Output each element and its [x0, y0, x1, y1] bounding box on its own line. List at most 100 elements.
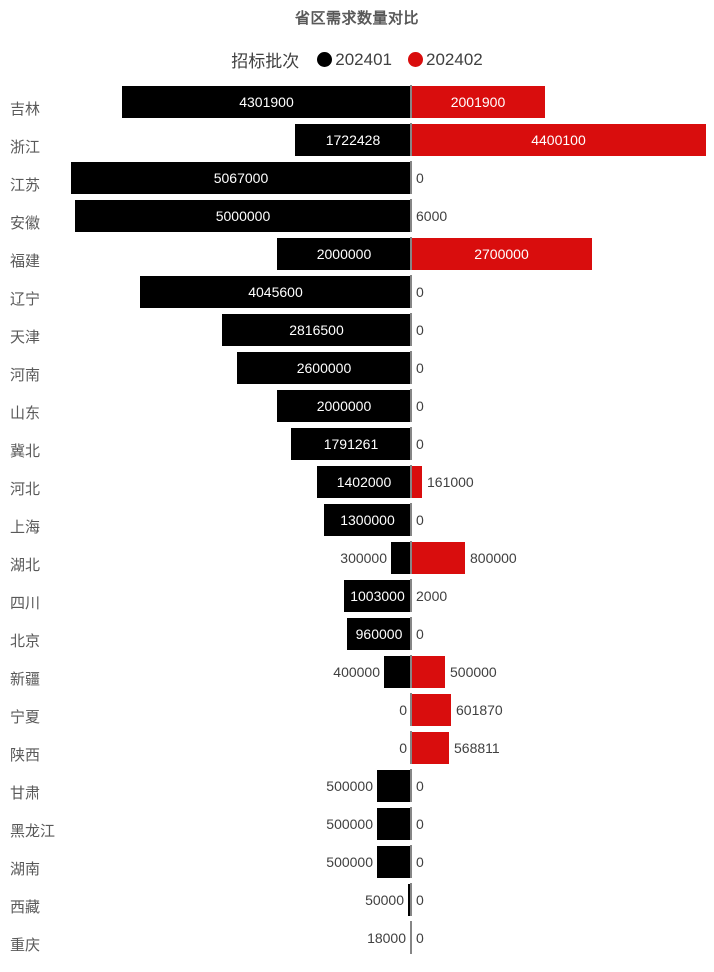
bar-202401[interactable] — [295, 124, 411, 156]
chart-row: 重庆 18000 0 — [0, 921, 714, 960]
axis-center-line — [410, 579, 412, 612]
bar-value-202401: 50000 — [365, 892, 404, 908]
bar-202401[interactable] — [384, 656, 411, 688]
bar-202402[interactable] — [411, 124, 706, 156]
bar-202401[interactable] — [222, 314, 411, 346]
bar-value-202402: 0 — [416, 436, 424, 452]
bar-202401[interactable] — [71, 162, 411, 194]
bar-value-202402: 601870 — [456, 702, 503, 718]
row-bars: 0 601870 — [0, 693, 714, 726]
bar-value-202402: 0 — [416, 854, 424, 870]
category-label: 辽宁 — [10, 291, 41, 308]
category-label: 湖南 — [10, 861, 41, 878]
axis-center-line — [410, 389, 412, 422]
axis-center-line — [410, 313, 412, 346]
chart-row: 河南 2600000 0 — [0, 351, 714, 390]
category-label: 黑龙江 — [10, 823, 56, 840]
category-label: 湖北 — [10, 557, 41, 574]
bar-202401[interactable] — [324, 504, 411, 536]
category-label: 上海 — [10, 519, 41, 536]
bar-value-202402: 6000 — [416, 208, 448, 224]
bar-202402[interactable] — [411, 656, 445, 688]
bar-value-202401: 400000 — [333, 664, 380, 680]
chart-row: 西藏 50000 0 — [0, 883, 714, 922]
bar-202401[interactable] — [122, 86, 411, 118]
axis-center-line — [410, 693, 412, 726]
category-label: 河北 — [10, 481, 41, 498]
chart-row: 北京 960000 0 — [0, 617, 714, 656]
chart-row: 浙江 1722428 4400100 — [0, 123, 714, 162]
bar-202401[interactable] — [317, 466, 411, 498]
row-bars: 5067000 0 — [0, 161, 714, 194]
axis-center-line — [410, 845, 412, 878]
bar-202402[interactable] — [411, 238, 592, 270]
axis-center-line — [410, 427, 412, 460]
row-bars: 960000 0 — [0, 617, 714, 650]
row-bars: 2000000 2700000 — [0, 237, 714, 270]
row-bars: 400000 500000 — [0, 655, 714, 688]
bar-202401[interactable] — [377, 846, 411, 878]
bar-value-202402: 0 — [416, 512, 424, 528]
bar-202401[interactable] — [75, 200, 411, 232]
bar-202402[interactable] — [411, 694, 451, 726]
category-label: 新疆 — [10, 671, 41, 688]
bar-202402[interactable] — [411, 732, 449, 764]
row-bars: 500000 0 — [0, 807, 714, 840]
bar-202401[interactable] — [344, 580, 411, 612]
bar-value-202402: 0 — [416, 892, 424, 908]
chart-row: 湖北 300000 800000 — [0, 541, 714, 580]
category-label: 山东 — [10, 405, 41, 422]
row-bars: 1300000 0 — [0, 503, 714, 536]
axis-center-line — [410, 617, 412, 650]
axis-center-line — [410, 503, 412, 536]
bar-value-202401: 18000 — [367, 930, 406, 946]
legend-item-202401[interactable]: 202401 — [317, 50, 392, 70]
chart-row: 甘肃 500000 0 — [0, 769, 714, 808]
chart-row: 陕西 0 568811 — [0, 731, 714, 770]
axis-center-line — [410, 807, 412, 840]
chart-row: 山东 2000000 0 — [0, 389, 714, 428]
chart-row: 河北 1402000 161000 — [0, 465, 714, 504]
bar-202401[interactable] — [140, 276, 411, 308]
bar-value-202402: 0 — [416, 930, 424, 946]
bar-202401[interactable] — [347, 618, 411, 650]
legend-item-202402[interactable]: 202402 — [408, 50, 483, 70]
chart-title: 省区需求数量对比 — [294, 10, 419, 27]
bar-202402[interactable] — [411, 86, 545, 118]
bar-202401[interactable] — [377, 770, 411, 802]
axis-center-line — [410, 769, 412, 802]
bar-202401[interactable] — [391, 542, 411, 574]
bar-value-202401: 500000 — [326, 854, 373, 870]
category-label: 浙江 — [10, 139, 41, 156]
bar-202401[interactable] — [377, 808, 411, 840]
category-label: 宁夏 — [10, 709, 41, 726]
row-bars: 500000 0 — [0, 845, 714, 878]
chart-legend: 招标批次 202401 202402 — [0, 47, 714, 72]
bar-value-202402: 161000 — [427, 474, 474, 490]
axis-center-line — [410, 351, 412, 384]
row-bars: 4301900 2001900 — [0, 85, 714, 118]
bar-value-202402: 0 — [416, 778, 424, 794]
chart-row: 上海 1300000 0 — [0, 503, 714, 542]
row-bars: 1722428 4400100 — [0, 123, 714, 156]
bar-202402[interactable] — [411, 542, 465, 574]
bar-202401[interactable] — [277, 390, 411, 422]
bar-202401[interactable] — [291, 428, 411, 460]
row-bars: 2600000 0 — [0, 351, 714, 384]
category-label: 四川 — [10, 595, 41, 612]
bar-202402[interactable] — [411, 466, 422, 498]
axis-center-line — [410, 199, 412, 232]
bar-202401[interactable] — [408, 884, 411, 916]
bar-202401[interactable] — [237, 352, 411, 384]
category-label: 重庆 — [10, 937, 41, 954]
legend-label-202402: 202402 — [426, 49, 483, 69]
axis-center-line — [410, 161, 412, 194]
bar-value-202401: 0 — [399, 740, 407, 756]
row-bars: 50000 0 — [0, 883, 714, 916]
bar-202401[interactable] — [277, 238, 411, 270]
axis-center-line — [410, 275, 412, 308]
chart-row: 四川 1003000 2000 — [0, 579, 714, 618]
category-label: 陕西 — [10, 747, 41, 764]
chart-plot-area: 吉林 4301900 2001900 浙江 1722428 4400100 江苏 506700… — [0, 85, 714, 960]
